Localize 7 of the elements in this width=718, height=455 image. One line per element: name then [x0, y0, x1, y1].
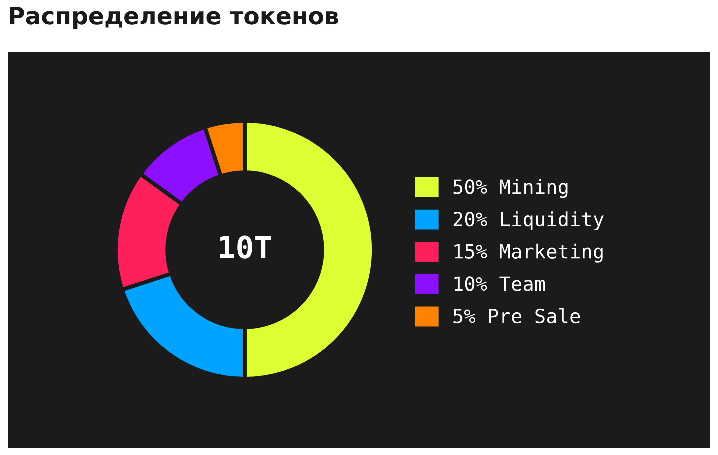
legend-label: 15% Marketing [454, 244, 603, 263]
text: 10T [220, 236, 272, 259]
legend-label: 50% Mining [454, 179, 568, 198]
legend-label: 5% Pre Sale [454, 308, 580, 324]
legend-label: 20% Liquidity [454, 212, 604, 230]
chart-title: Распределение токенов [10, 7, 338, 30]
legend-label: 10% Team [454, 276, 546, 292]
